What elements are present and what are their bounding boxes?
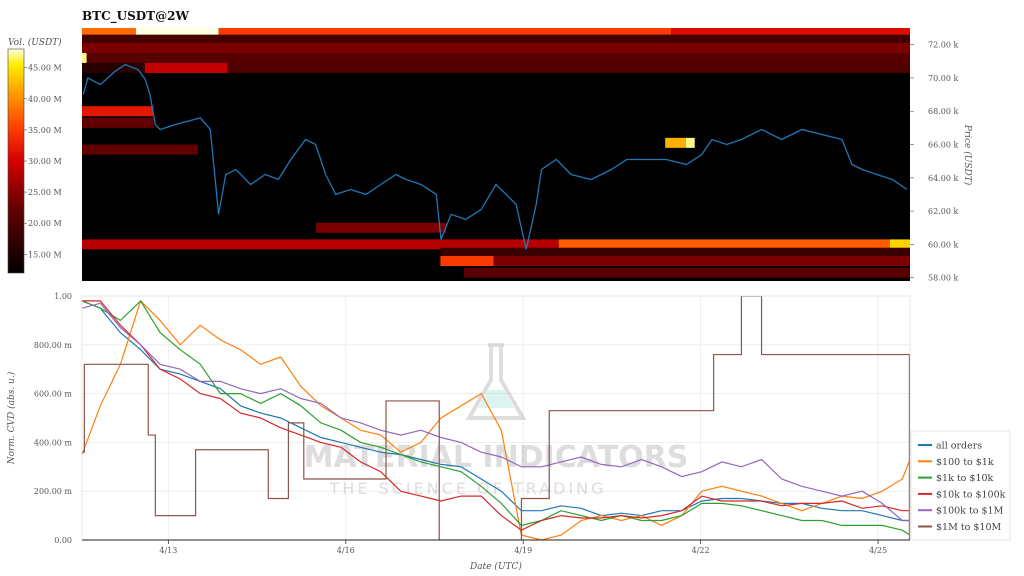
cvd-series-line: [82, 299, 910, 536]
cvd-x-tick-label: 4/22: [692, 546, 710, 555]
heatmap-cell: [82, 144, 198, 155]
heatmap-cell: [82, 52, 87, 63]
heatmap-cells: [82, 28, 910, 278]
legend-label: $100k to $1M: [936, 506, 1004, 517]
legend-label: $100 to $1k: [936, 457, 994, 468]
cvd-x-ticks: 4/13 4/16 4/19 4/22 4/25: [159, 540, 887, 555]
heatmap-cell: [493, 256, 910, 267]
cvd-series-line: [82, 299, 910, 540]
legend-label: $1k to $10k: [936, 473, 994, 484]
cvd-y-tick-label: 400.00 m: [34, 438, 73, 447]
heatmap-cell: [440, 256, 494, 267]
heatmap-cell: [889, 239, 910, 250]
price-tick-label: 64.00 k: [928, 174, 958, 183]
colorbar-tick-label: 15.00 M: [28, 250, 62, 259]
price-tick-label: 66.00 k: [928, 141, 958, 150]
price-tick-label: 70.00 k: [928, 74, 958, 83]
heatmap-cell: [82, 62, 145, 73]
cvd-y-tick-label: 200.00 m: [34, 487, 73, 496]
heatmap-cell: [82, 106, 154, 117]
legend-label: $10k to $100k: [936, 489, 1006, 500]
cvd-lines: [82, 296, 910, 540]
heatmap-cell: [82, 34, 910, 45]
heatmap-cell: [671, 28, 910, 37]
watermark-subtitle: THE SCIENCE OF TRADING: [329, 479, 607, 498]
price-tick-label: 68.00 k: [928, 107, 958, 116]
cvd-y-tick-label: 800.00 m: [34, 341, 73, 350]
colorbar-tick-label: 25.00 M: [28, 188, 62, 197]
colorbar-label: Vol. (USDT): [8, 37, 62, 48]
legend-label: $1M to $10M: [936, 522, 1002, 533]
heatmap-cell: [82, 28, 136, 37]
legend-entries: all orders $100 to $1k $1k to $10k $10k to …: [918, 441, 1006, 533]
legend-label: all orders: [936, 441, 982, 452]
heatmap-cell: [82, 42, 910, 53]
cvd-series-line: [82, 302, 910, 522]
price-tick-label: 62.00 k: [928, 207, 958, 216]
heatmap-cell: [227, 62, 910, 73]
heatmap-cell: [685, 137, 695, 148]
heatmap-cell: [440, 247, 910, 258]
cvd-y-ticks: 0.00 200.00 m 400.00 m 600.00 m 800.00 m 1.00: [34, 292, 73, 545]
price-line: [82, 63, 908, 250]
price-tick-label: 72.00 k: [928, 41, 958, 50]
cvd-series-line: [82, 300, 910, 531]
colorbar-ticks: 15.00 M 20.00 M 25.00 M 30.00 M 35.00 M 40.00…: [24, 64, 62, 259]
colorbar: [7, 48, 25, 274]
colorbar-tick-label: 20.00 M: [28, 219, 62, 228]
heatmap-cell: [218, 28, 672, 37]
colorbar-tick-label: 45.00 M: [28, 64, 62, 73]
cvd-x-tick-label: 4/13: [159, 546, 177, 555]
colorbar-tick-label: 30.00 M: [28, 157, 62, 166]
cvd-y-tick-label: 0.00: [54, 536, 72, 545]
heatmap-cell: [82, 239, 559, 250]
heatmap-cell: [144, 62, 228, 73]
heatmap-cell: [665, 137, 686, 148]
legend: [910, 430, 1011, 541]
cvd-y-axis-label: Norm. CVD (abs. u.): [6, 371, 17, 465]
heatmap-cell: [135, 28, 219, 37]
heatmap-cell: [86, 52, 910, 63]
heatmap-cell: [464, 267, 910, 278]
watermark-title: MATERIAL INDICATORS: [304, 440, 689, 475]
colorbar-tick-label: 35.00 M: [28, 126, 62, 135]
price-axis-ticks: 58.00 k 60.00 k 62.00 k 64.00 k 66.00 k 68.00…: [910, 41, 958, 283]
cvd-x-axis-label: Date (UTC): [469, 561, 522, 572]
cvd-y-tick-label: 1.00: [54, 292, 72, 301]
cvd-y-tick-label: 600.00 m: [34, 390, 73, 399]
price-axis-label: Price (USDT): [962, 124, 973, 186]
cvd-x-tick-label: 4/19: [514, 546, 532, 555]
watermark-logo: MATERIAL INDICATORS THE SCIENCE OF TRADI…: [304, 343, 689, 498]
cvd-series-line: [82, 296, 910, 540]
cvd-x-tick-label: 4/16: [337, 546, 355, 555]
cvd-x-tick-label: 4/25: [869, 546, 887, 555]
price-tick-label: 58.00 k: [928, 274, 958, 283]
heatmap-cell: [558, 239, 890, 250]
price-tick-label: 60.00 k: [928, 240, 958, 249]
heatmap-cell: [82, 117, 154, 128]
cvd-series-line: [82, 300, 910, 522]
colorbar-tick-label: 40.00 M: [28, 95, 62, 104]
chart-title: BTC_USDT@2W: [82, 9, 189, 24]
heatmap-cell: [316, 222, 447, 233]
